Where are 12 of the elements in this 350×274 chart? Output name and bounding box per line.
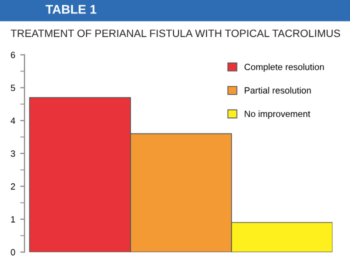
y-tick-label: 4 [10, 118, 16, 124]
legend-label: No improvement [244, 110, 310, 119]
legend-label: Complete resolution [244, 64, 324, 72]
chart-subtitle: TABLE 1 [46, 5, 96, 14]
y-tick-label: 6 [10, 52, 16, 58]
y-tick-label: 5 [10, 84, 16, 92]
y-tick-label: 0 [10, 249, 16, 256]
y-tick-label: 2 [10, 183, 16, 190]
y-tick-label: 3 [10, 150, 16, 157]
legend-label: Partial resolution [244, 86, 311, 94]
y-tick-label: 1 [11, 216, 16, 222]
chart-title: TREATMENT OF PERIANAL FISTULA WITH TOPICAL TACROLIMUS [10, 30, 340, 38]
